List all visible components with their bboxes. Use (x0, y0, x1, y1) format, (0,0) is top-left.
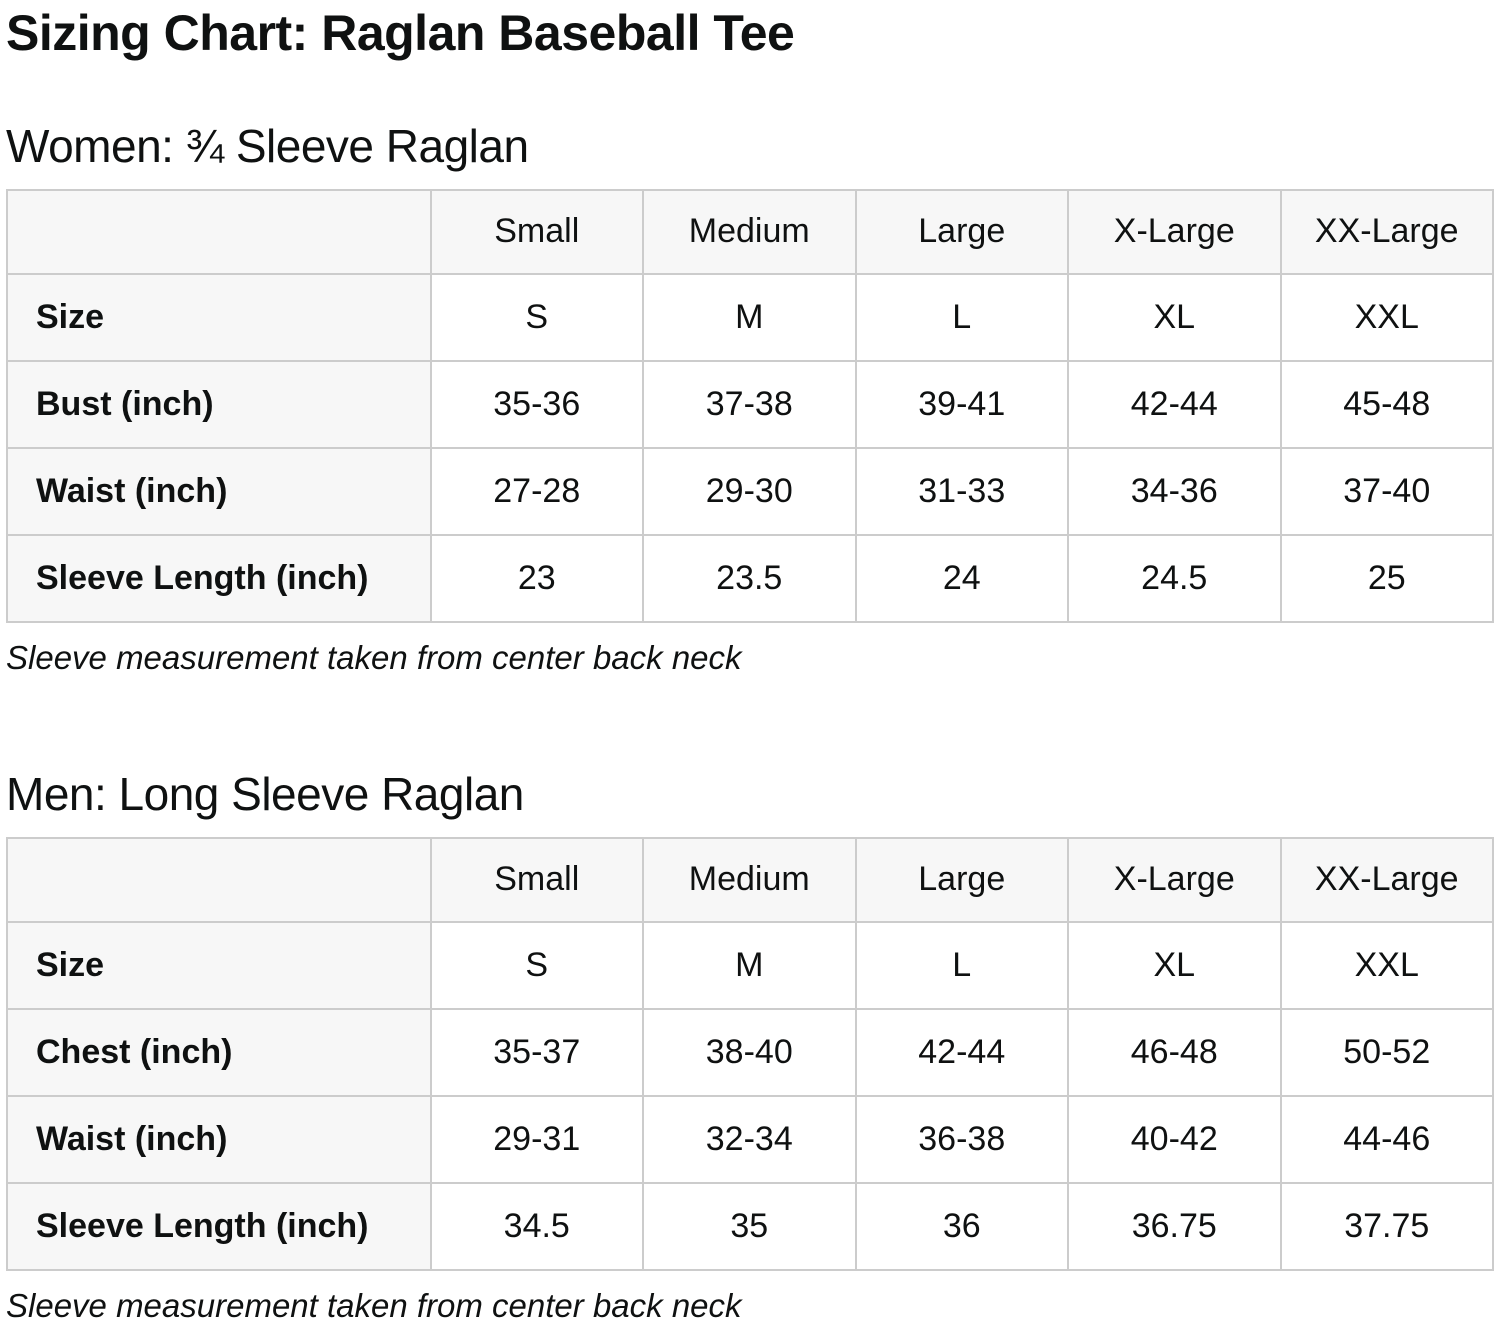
table-cell: XL (1067, 272, 1282, 362)
row-label: Sleeve Length (inch) (6, 1181, 432, 1271)
header-cell-medium: Medium (642, 836, 857, 923)
table-cell: M (642, 920, 857, 1010)
table-cell: 50-52 (1279, 1007, 1494, 1097)
table-cell: 37-38 (642, 359, 857, 449)
table-cell: 35-36 (429, 359, 644, 449)
table-cell: 32-34 (642, 1094, 857, 1184)
row-label: Sleeve Length (inch) (6, 533, 432, 623)
table-cell: 45-48 (1279, 359, 1494, 449)
table-row-sleeve-length: Sleeve Length (inch) 23 23.5 24 24.5 25 (6, 533, 1494, 623)
table-cell: 23 (429, 533, 644, 623)
women-sizing-table: Small Medium Large X-Large XX-Large Size… (6, 188, 1494, 623)
table-cell: 27-28 (429, 446, 644, 536)
table-row-bust: Bust (inch) 35-36 37-38 39-41 42-44 45-4… (6, 359, 1494, 449)
men-sizing-table: Small Medium Large X-Large XX-Large Size… (6, 836, 1494, 1271)
measurement-note: Sleeve measurement taken from center bac… (6, 1286, 742, 1324)
header-cell-empty (6, 836, 432, 923)
table-cell: 23.5 (642, 533, 857, 623)
table-cell: 46-48 (1067, 1007, 1282, 1097)
table-cell: S (429, 272, 644, 362)
table-cell: 42-44 (854, 1007, 1069, 1097)
table-cell: 24 (854, 533, 1069, 623)
header-cell-large: Large (854, 836, 1069, 923)
table-cell: 39-41 (854, 359, 1069, 449)
section-men: Men: Long Sleeve Raglan Small Medium Lar… (6, 768, 1494, 1328)
row-label: Size (6, 920, 432, 1010)
table-cell: 24.5 (1067, 533, 1282, 623)
table-row-waist: Waist (inch) 27-28 29-30 31-33 34-36 37-… (6, 446, 1494, 536)
header-cell-xlarge: X-Large (1067, 836, 1282, 923)
header-cell-large: Large (854, 188, 1069, 275)
row-label: Waist (inch) (6, 1094, 432, 1184)
table-cell: L (854, 272, 1069, 362)
header-cell-small: Small (429, 836, 644, 923)
table-cell: 36-38 (854, 1094, 1069, 1184)
header-cell-xxlarge: XX-Large (1279, 836, 1494, 923)
table-cell: XXL (1279, 272, 1494, 362)
header-cell-medium: Medium (642, 188, 857, 275)
table-row-chest: Chest (inch) 35-37 38-40 42-44 46-48 50-… (6, 1007, 1494, 1097)
table-cell: XL (1067, 920, 1282, 1010)
table-cell: 42-44 (1067, 359, 1282, 449)
table-row-size: Size S M L XL XXL (6, 920, 1494, 1010)
header-cell-xxlarge: XX-Large (1279, 188, 1494, 275)
table-cell: 40-42 (1067, 1094, 1282, 1184)
table-cell: XXL (1279, 920, 1494, 1010)
table-cell: 34.5 (429, 1181, 644, 1271)
table-header-row: Small Medium Large X-Large XX-Large (6, 188, 1494, 275)
measurement-note: Sleeve measurement taken from center bac… (6, 638, 742, 676)
header-cell-small: Small (429, 188, 644, 275)
table-cell: 38-40 (642, 1007, 857, 1097)
table-cell: M (642, 272, 857, 362)
table-header-row: Small Medium Large X-Large XX-Large (6, 836, 1494, 923)
table-cell: 36.75 (1067, 1181, 1282, 1271)
table-cell: 44-46 (1279, 1094, 1494, 1184)
section-women: Women: ¾ Sleeve Raglan Small Medium Larg… (6, 120, 1494, 680)
row-label: Size (6, 272, 432, 362)
section-heading-women: Women: ¾ Sleeve Raglan (6, 120, 529, 172)
table-cell: 37.75 (1279, 1181, 1494, 1271)
row-label: Waist (inch) (6, 446, 432, 536)
table-cell: S (429, 920, 644, 1010)
page-title: Sizing Chart: Raglan Baseball Tee (6, 5, 795, 61)
table-cell: 36 (854, 1181, 1069, 1271)
table-cell: L (854, 920, 1069, 1010)
row-label: Bust (inch) (6, 359, 432, 449)
table-cell: 31-33 (854, 446, 1069, 536)
table-row-waist: Waist (inch) 29-31 32-34 36-38 40-42 44-… (6, 1094, 1494, 1184)
table-cell: 29-30 (642, 446, 857, 536)
row-label: Chest (inch) (6, 1007, 432, 1097)
table-cell: 37-40 (1279, 446, 1494, 536)
table-cell: 25 (1279, 533, 1494, 623)
table-cell: 35 (642, 1181, 857, 1271)
table-cell: 34-36 (1067, 446, 1282, 536)
header-cell-empty (6, 188, 432, 275)
table-row-size: Size S M L XL XXL (6, 272, 1494, 362)
table-row-sleeve-length: Sleeve Length (inch) 34.5 35 36 36.75 37… (6, 1181, 1494, 1271)
table-cell: 29-31 (429, 1094, 644, 1184)
header-cell-xlarge: X-Large (1067, 188, 1282, 275)
table-cell: 35-37 (429, 1007, 644, 1097)
section-heading-men: Men: Long Sleeve Raglan (6, 767, 524, 820)
